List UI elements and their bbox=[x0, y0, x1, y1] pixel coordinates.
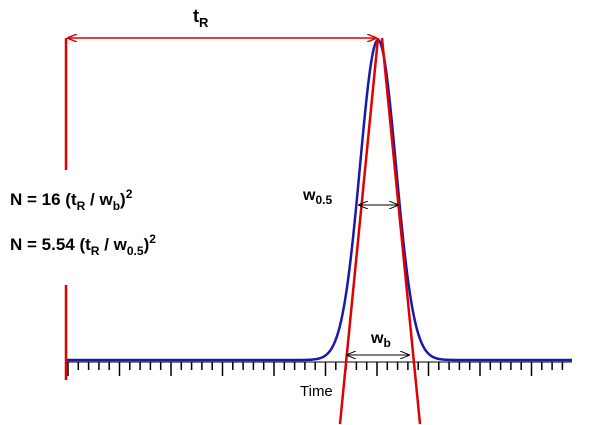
equation-part: ) bbox=[144, 235, 150, 254]
time-axis-ticks bbox=[66, 361, 572, 376]
equation-part: 2 bbox=[126, 187, 133, 201]
equation-part: 2 bbox=[149, 232, 156, 246]
half-width-label: w0.5 bbox=[302, 187, 332, 207]
peak-curve bbox=[66, 38, 572, 362]
equation-part: R bbox=[91, 244, 100, 258]
x-axis-label: Time bbox=[300, 383, 333, 400]
plate-equation: N = 5.54 (tR / w0.5)2 bbox=[10, 232, 156, 258]
equation-part: ) bbox=[120, 190, 126, 209]
equation-part: 0.5 bbox=[127, 244, 144, 258]
equation-part: N = 5.54 (t bbox=[10, 235, 91, 254]
retention-time-label: tR bbox=[193, 6, 209, 30]
equation-part: R bbox=[77, 199, 86, 213]
equation-part: N = 16 (t bbox=[10, 190, 77, 209]
base-width-label: wb bbox=[370, 330, 391, 350]
equation-part: / w bbox=[99, 235, 127, 254]
tangent-right bbox=[380, 37, 422, 425]
equation-part: b bbox=[113, 199, 120, 213]
tangent-left bbox=[338, 37, 380, 425]
plate-equation: N = 16 (tR / wb)2 bbox=[10, 187, 133, 213]
equation-part: / w bbox=[85, 190, 113, 209]
